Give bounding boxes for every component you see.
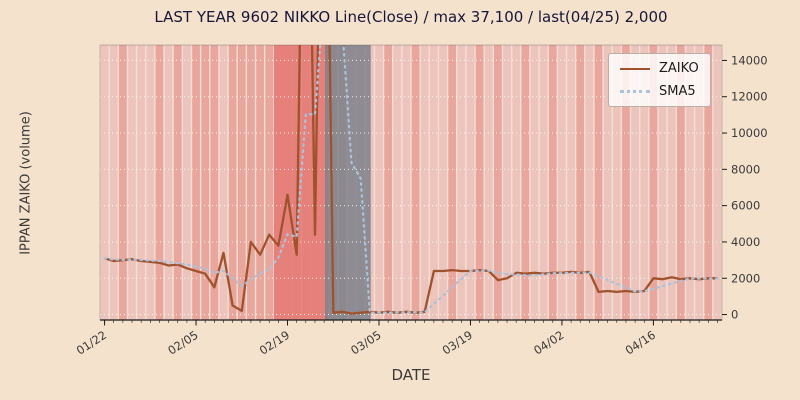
sma5-line: [103, 45, 719, 314]
day-band: [484, 45, 493, 320]
day-band: [658, 45, 667, 320]
day-band: [512, 45, 521, 320]
day-band: [686, 45, 694, 320]
day-band: [439, 45, 447, 320]
y-tick-label: 6000: [731, 199, 760, 213]
x-tick-label: 02/05: [165, 328, 200, 358]
day-band: [612, 45, 621, 320]
x-ticks: 01/22 02/05 02/19 03/05 03/19 04/02 04/16: [74, 320, 718, 358]
day-band: [375, 45, 383, 320]
day-band: [631, 45, 639, 320]
day-band: [676, 45, 685, 320]
day-band: [319, 45, 329, 320]
sma5-line-swatch: [620, 90, 650, 93]
day-band: [466, 45, 475, 320]
day-band: [265, 45, 274, 320]
series-lines: [103, 45, 719, 315]
day-band: [183, 45, 191, 320]
day-band: [585, 45, 594, 320]
day-band: [667, 45, 676, 320]
day-band: [411, 45, 420, 320]
day-band: [576, 45, 585, 320]
zaiko-line: [104, 45, 718, 315]
y-tick-label: 10000: [731, 126, 768, 140]
day-band: [301, 45, 311, 320]
day-band: [393, 45, 402, 320]
day-band: [475, 45, 484, 320]
day-band: [137, 45, 146, 320]
day-band: [282, 45, 293, 320]
day-band: [594, 45, 603, 320]
day-band: [548, 45, 557, 320]
legend-label-sma5: SMA5: [659, 84, 696, 99]
day-band: [695, 45, 704, 320]
day-band: [494, 45, 502, 320]
day-band: [109, 45, 118, 320]
y-tick-label: 4000: [731, 235, 760, 249]
legend-item-sma5: SMA5: [620, 84, 699, 99]
y-axis-label: IPPAN ZAIKO (volume): [18, 111, 34, 255]
y-ticks: 0 2000 4000 6000 8000 10000 12000 14000: [722, 53, 768, 322]
day-band: [521, 45, 530, 320]
day-band: [530, 45, 539, 320]
day-band: [622, 45, 630, 320]
day-band: [155, 45, 164, 320]
legend: ZAIKO SMA5: [608, 53, 711, 107]
x-axis-label: DATE: [391, 366, 431, 384]
y-tick-label: 12000: [731, 90, 768, 104]
day-band: [173, 45, 182, 320]
day-band: [118, 45, 127, 320]
zaiko-line-swatch: [620, 67, 650, 70]
day-band: [128, 45, 136, 320]
day-band: [558, 45, 566, 320]
day-band: [640, 45, 649, 320]
day-band: [567, 45, 575, 320]
day-band: [228, 45, 237, 320]
y-tick-label: 8000: [731, 162, 760, 176]
y-tick-label: 0: [731, 308, 738, 322]
x-tick-label: 04/02: [531, 328, 566, 358]
x-tick-label: 03/19: [440, 328, 475, 358]
day-band: [539, 45, 548, 320]
day-band: [704, 45, 713, 320]
y-tick-label: 14000: [731, 53, 768, 67]
day-band: [100, 45, 109, 320]
day-band: [256, 45, 264, 320]
day-band: [237, 45, 246, 320]
day-band: [384, 45, 393, 320]
legend-label-zaiko: ZAIKO: [659, 61, 699, 76]
day-band: [164, 45, 173, 320]
x-tick-label: 04/16: [623, 328, 658, 358]
day-band: [603, 45, 612, 320]
day-band: [201, 45, 210, 320]
day-band: [713, 45, 722, 320]
day-band: [192, 45, 200, 320]
day-band: [210, 45, 219, 320]
x-tick-label: 01/22: [74, 328, 109, 358]
day-band: [448, 45, 457, 320]
day-band: [457, 45, 466, 320]
chart-title: LAST YEAR 9602 NIKKO Line(Close) / max 3…: [154, 8, 668, 26]
day-band: [420, 45, 429, 320]
day-band: [146, 45, 155, 320]
y-tick-label: 2000: [731, 271, 760, 285]
day-band: [429, 45, 438, 320]
x-tick-label: 03/05: [348, 328, 383, 358]
legend-item-zaiko: ZAIKO: [620, 61, 699, 76]
day-band: [503, 45, 511, 320]
day-band: [247, 45, 255, 320]
day-band: [273, 45, 283, 320]
x-tick-label: 02/19: [257, 328, 292, 358]
day-band: [402, 45, 411, 320]
day-band: [219, 45, 228, 320]
day-band: [649, 45, 658, 320]
